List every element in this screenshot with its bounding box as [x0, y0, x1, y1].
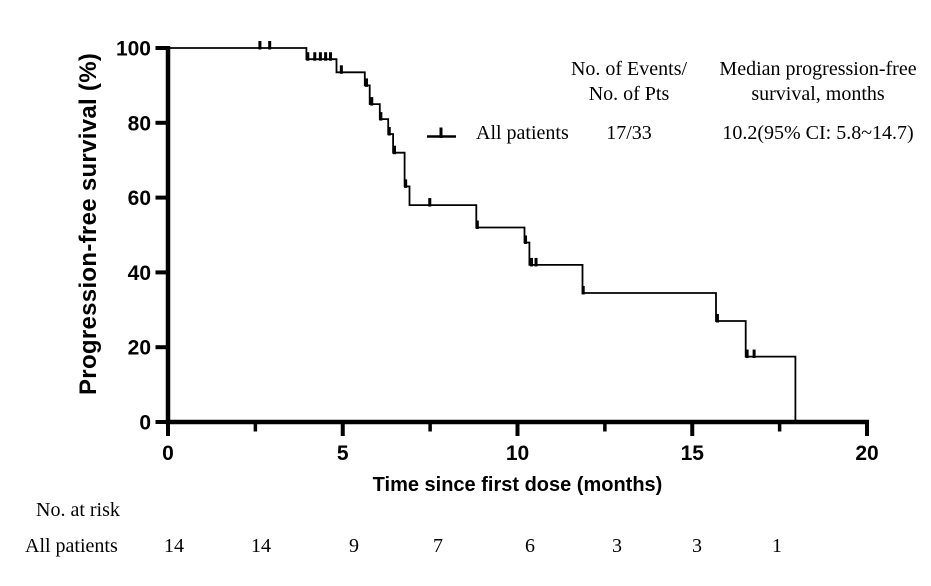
x-tick-label: 0 [162, 442, 174, 465]
risk-value: 3 [692, 535, 702, 557]
risk-values-row: 14 14 9 7 6 3 3 1 [0, 535, 931, 563]
legend-median-header: Median progression-free survival, months [704, 57, 931, 107]
risk-value: 6 [525, 535, 535, 557]
risk-value: 14 [251, 535, 271, 557]
legend-entry-label: All patients [476, 122, 569, 144]
risk-value: 7 [433, 535, 443, 557]
legend-median-header-line2: survival, months [751, 83, 885, 105]
y-tick-label: 0 [139, 412, 151, 435]
legend-events-header-line2: No. of Pts [588, 83, 670, 105]
x-axis-title: Time since first dose (months) [372, 474, 663, 496]
y-tick-label: 40 [128, 262, 151, 285]
x-tick-label: 15 [681, 442, 705, 465]
risk-table-row-label: All patients [25, 535, 118, 557]
legend-events-value: 17/33 [606, 122, 652, 144]
y-tick-label: 60 [128, 187, 151, 210]
legend-events-header: No. of Events/ No. of Pts [554, 57, 704, 107]
risk-value: 14 [164, 535, 184, 557]
y-tick-label: 20 [128, 337, 151, 360]
legend-median-header-line1: Median progression-free [719, 58, 917, 80]
x-tick-label: 10 [506, 442, 529, 465]
risk-value: 9 [349, 535, 359, 557]
y-axis-title: Progression-free survival (%) [75, 52, 102, 396]
x-tick-label: 5 [337, 442, 349, 465]
legend-events-header-line1: No. of Events/ [570, 58, 688, 80]
y-tick-label: 100 [116, 38, 151, 61]
y-tick-label: 80 [128, 112, 151, 135]
legend-median-value: 10.2(95% CI: 5.8~14.7) [722, 122, 914, 144]
risk-value: 1 [772, 535, 782, 557]
risk-table-title: No. at risk [36, 499, 120, 521]
x-tick-label: 20 [855, 442, 878, 465]
risk-value: 3 [612, 535, 622, 557]
